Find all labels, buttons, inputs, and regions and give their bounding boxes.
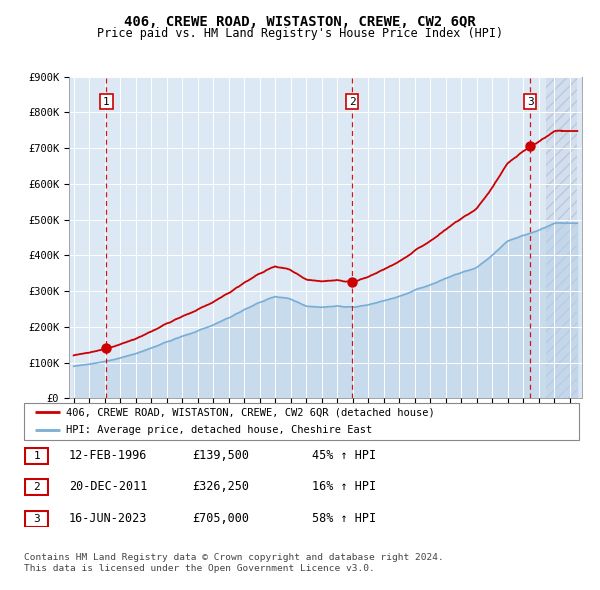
FancyBboxPatch shape <box>24 403 579 440</box>
Text: 3: 3 <box>33 514 40 523</box>
Text: 406, CREWE ROAD, WISTASTON, CREWE, CW2 6QR (detached house): 406, CREWE ROAD, WISTASTON, CREWE, CW2 6… <box>65 407 434 417</box>
Text: Contains HM Land Registry data © Crown copyright and database right 2024.
This d: Contains HM Land Registry data © Crown c… <box>24 553 444 573</box>
Text: 20-DEC-2011: 20-DEC-2011 <box>69 480 148 493</box>
Text: £139,500: £139,500 <box>192 449 249 462</box>
Text: £705,000: £705,000 <box>192 512 249 525</box>
Text: 16-JUN-2023: 16-JUN-2023 <box>69 512 148 525</box>
Text: 45% ↑ HPI: 45% ↑ HPI <box>312 449 376 462</box>
Text: 2: 2 <box>33 483 40 492</box>
Text: 16% ↑ HPI: 16% ↑ HPI <box>312 480 376 493</box>
FancyBboxPatch shape <box>25 510 48 526</box>
Text: 2: 2 <box>349 97 355 107</box>
Text: 1: 1 <box>103 97 110 107</box>
FancyBboxPatch shape <box>25 448 48 464</box>
Text: 12-FEB-1996: 12-FEB-1996 <box>69 449 148 462</box>
Text: 3: 3 <box>527 97 533 107</box>
Text: Price paid vs. HM Land Registry's House Price Index (HPI): Price paid vs. HM Land Registry's House … <box>97 27 503 40</box>
Text: 58% ↑ HPI: 58% ↑ HPI <box>312 512 376 525</box>
FancyBboxPatch shape <box>25 479 48 496</box>
Text: HPI: Average price, detached house, Cheshire East: HPI: Average price, detached house, Ches… <box>65 425 372 435</box>
Text: £326,250: £326,250 <box>192 480 249 493</box>
Text: 406, CREWE ROAD, WISTASTON, CREWE, CW2 6QR: 406, CREWE ROAD, WISTASTON, CREWE, CW2 6… <box>124 15 476 29</box>
Text: 1: 1 <box>33 451 40 461</box>
